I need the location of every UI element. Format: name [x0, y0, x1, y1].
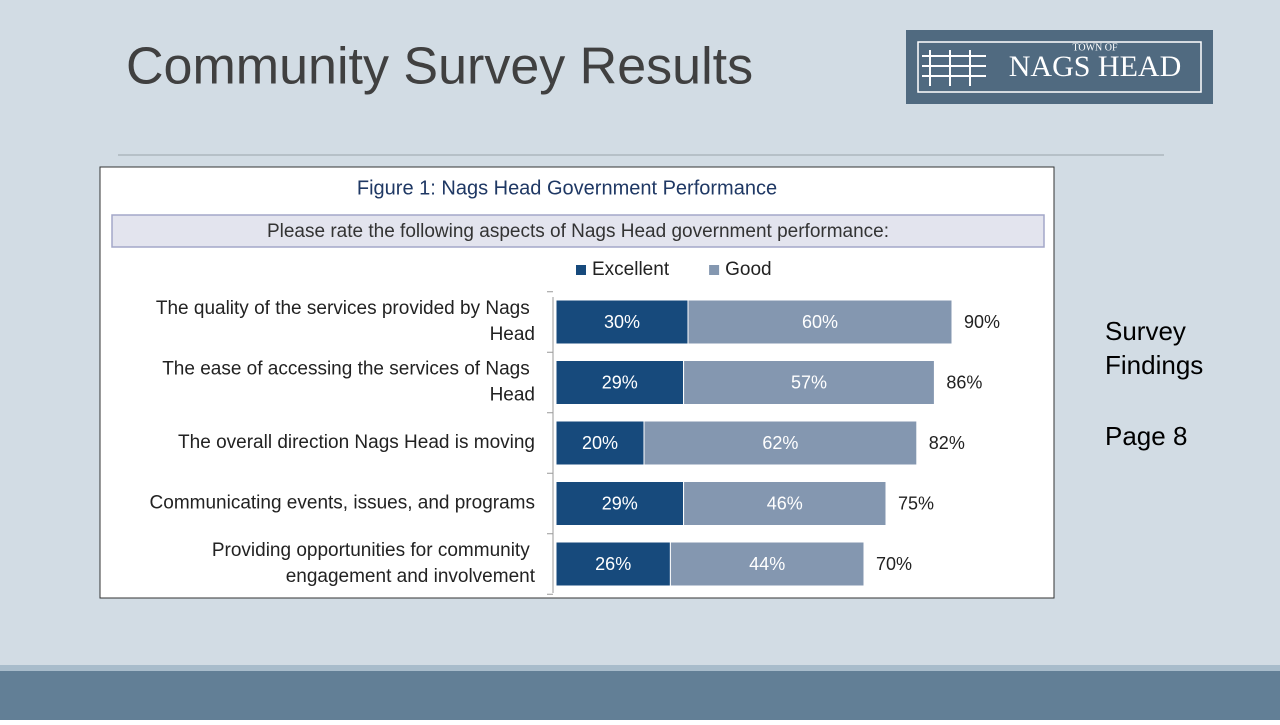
bar-segment — [687, 299, 953, 345]
side-note: Findings — [1105, 350, 1203, 380]
slide-title: Community Survey Results — [126, 38, 753, 96]
chart-title: Figure 1: Nags Head Government Performan… — [357, 177, 777, 199]
subtitle-box — [111, 214, 1045, 248]
bar-segment — [555, 541, 671, 587]
category-label: The ease of accessing the services of Na… — [162, 359, 535, 406]
side-note: Page 8 — [1105, 421, 1187, 451]
logo-icon — [922, 50, 986, 86]
value-label: 46% — [767, 493, 803, 513]
logo: TOWN OF NAGS HEAD — [906, 30, 1213, 104]
category-label: Providing opportunities for community en… — [212, 540, 536, 587]
bar-segment — [555, 481, 685, 526]
footer-band — [0, 671, 1280, 720]
total-label: 70% — [876, 554, 912, 574]
logo-name: NAGS HEAD — [1009, 50, 1182, 83]
bar-segment — [683, 481, 887, 526]
bar-segment — [683, 360, 935, 405]
legend-swatch — [709, 265, 720, 275]
category-label: The quality of the services provided by … — [156, 298, 535, 345]
side-note: Survey — [1105, 316, 1186, 346]
legend-label: Excellent — [592, 259, 670, 280]
chart-subtitle: Please rate the following aspects of Nag… — [267, 221, 889, 242]
footer-stripe — [0, 665, 1280, 671]
bar-segment — [555, 299, 689, 345]
logo-frame — [917, 41, 1202, 93]
legend-swatch — [576, 265, 586, 275]
category-label: The overall direction Nags Head is movin… — [178, 432, 535, 453]
value-label: 29% — [602, 493, 638, 513]
value-label: 60% — [802, 312, 838, 332]
category-label: Communicating events, issues, and progra… — [150, 493, 535, 514]
total-label: 82% — [929, 433, 965, 453]
logo-small-text: TOWN OF — [1072, 42, 1118, 53]
value-label: 20% — [582, 433, 618, 453]
legend-label: Good — [725, 259, 771, 280]
bar-segment — [555, 360, 685, 405]
value-label: 26% — [595, 554, 631, 574]
total-label: 90% — [964, 312, 1000, 332]
bar-segment — [669, 541, 865, 587]
total-label: 86% — [946, 372, 982, 392]
bar-segment — [555, 420, 645, 466]
total-label: 75% — [898, 493, 934, 513]
chart: Figure 1: Nags Head Government Performan… — [99, 166, 1055, 599]
value-label: 29% — [602, 372, 638, 392]
value-label: 62% — [762, 433, 798, 453]
value-label: 44% — [749, 554, 785, 574]
bar-segment — [643, 420, 918, 466]
value-label: 30% — [604, 312, 640, 332]
value-label: 57% — [791, 372, 827, 392]
